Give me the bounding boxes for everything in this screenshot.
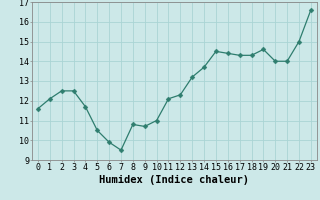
X-axis label: Humidex (Indice chaleur): Humidex (Indice chaleur) [100, 175, 249, 185]
